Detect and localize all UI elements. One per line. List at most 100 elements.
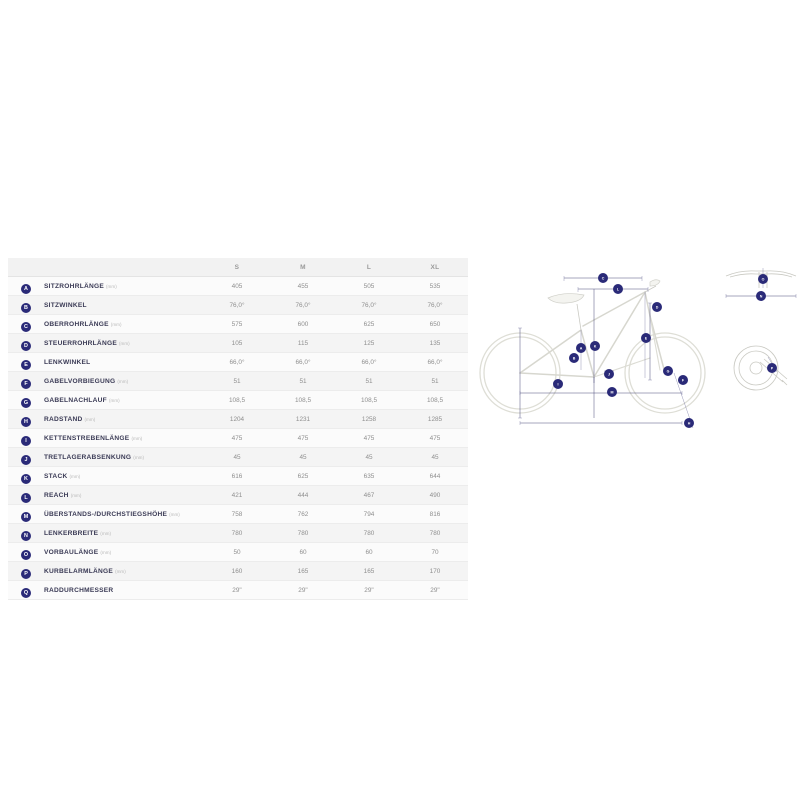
row-label-unit: (mm) <box>119 340 130 346</box>
callout-label-k: K <box>594 344 597 348</box>
cell-value: 1231 <box>270 409 336 429</box>
callout-marker-e <box>641 333 651 343</box>
row-label: GABELVORBIEGUNG (mm) <box>44 371 204 391</box>
cell-value: 644 <box>402 466 468 486</box>
row-badge-cell: G <box>8 390 44 410</box>
cell-value: 635 <box>336 466 402 486</box>
callout-label-c: C <box>602 276 605 280</box>
cell-value: 421 <box>204 485 270 505</box>
header-badge-col <box>8 258 44 277</box>
row-badge-cell: K <box>8 466 44 486</box>
cell-value: 125 <box>336 333 402 353</box>
cell-value: 135 <box>402 333 468 353</box>
cell-value: 475 <box>402 428 468 448</box>
callout-marker-a <box>576 343 586 353</box>
table-row: K STACK (mm) 616 625 635 644 <box>8 466 468 486</box>
cell-value: 66,0° <box>336 352 402 372</box>
row-badge-cell: Q <box>8 580 44 600</box>
badge-e: E <box>21 360 31 370</box>
crankset-inset: P <box>733 345 788 391</box>
badge-c: C <box>21 322 31 332</box>
cell-value: 405 <box>204 276 270 296</box>
table-row: L REACH (mm) 421 444 467 490 <box>8 485 468 505</box>
row-label-text: RADSTAND <box>44 415 83 423</box>
cell-value: 45 <box>204 447 270 467</box>
callout-marker-m <box>607 387 617 397</box>
row-badge-cell: H <box>8 409 44 429</box>
row-label-text: TRETLAGERABSENKUNG <box>44 453 132 461</box>
geometry-table: S M L XL A SITZROHRLÄNGE (mm) 405 455 505 535 B… <box>8 258 468 600</box>
row-badge-cell: B <box>8 295 44 315</box>
row-label-text: KURBELARMLÄNGE <box>44 567 114 575</box>
row-label-text: GABELNACHLAUF <box>44 396 107 404</box>
cell-value: 575 <box>204 314 270 334</box>
cell-value: 170 <box>402 561 468 581</box>
badge-l: L <box>21 493 31 503</box>
cell-value: 505 <box>336 276 402 296</box>
cell-value: 780 <box>336 523 402 543</box>
row-badge-cell: O <box>8 542 44 562</box>
row-label-unit: (mm) <box>70 492 82 498</box>
cell-value: 76,0° <box>204 295 270 315</box>
badge-g: G <box>21 398 31 408</box>
badge-j: J <box>21 455 31 465</box>
cell-value: 108,5 <box>336 390 402 410</box>
cell-value: 535 <box>402 276 468 296</box>
badge-i: I <box>21 436 31 446</box>
callout-label-d: D <box>656 305 659 309</box>
cell-value: 600 <box>270 314 336 334</box>
header-size-m: M <box>270 258 336 277</box>
table-row: G GABELNACHLAUF (mm) 108,5 108,5 108,5 108,5 <box>8 390 468 410</box>
cell-value: 816 <box>402 504 468 524</box>
row-label: VORBAULÄNGE (mm) <box>44 542 204 562</box>
badge-b: B <box>21 303 31 313</box>
row-label-text: ÜBERSTANDS-/DURCHSTIEGSHÖHE <box>44 510 168 518</box>
callout-marker-b <box>569 353 579 363</box>
table-row: C OBERROHRLÄNGE (mm) 575 600 625 650 <box>8 314 468 334</box>
cell-value: 108,5 <box>402 390 468 410</box>
row-label-text: SITZWINKEL <box>44 301 87 309</box>
callout-marker-d <box>652 302 662 312</box>
row-label-unit: (mm) <box>106 283 117 289</box>
row-label: KURBELARMLÄNGE (mm) <box>44 561 204 581</box>
cell-value: 758 <box>204 504 270 524</box>
cell-value: 160 <box>204 561 270 581</box>
row-label: OBERROHRLÄNGE (mm) <box>44 314 204 334</box>
cell-value: 165 <box>270 561 336 581</box>
row-label: RADSTAND (mm) <box>44 409 204 429</box>
cell-value: 115 <box>270 333 336 353</box>
cell-value: 60 <box>270 542 336 562</box>
cell-value: 60 <box>336 542 402 562</box>
callout-label-e: E <box>645 336 648 340</box>
header-size-s: S <box>204 258 270 277</box>
badge-h: H <box>21 417 31 427</box>
table-row: D STEUERROHRLÄNGE (mm) 105 115 125 135 <box>8 333 468 353</box>
row-label-text: OBERROHRLÄNGE <box>44 320 109 328</box>
row-label-text: RADDURCHMESSER <box>44 586 114 594</box>
cell-value: 66,0° <box>270 352 336 372</box>
table-row: M ÜBERSTANDS-/DURCHSTIEGSHÖHE (mm) 758 762 79… <box>8 504 468 524</box>
cell-value: 108,5 <box>204 390 270 410</box>
table-row: Q RADDURCHMESSER 29" 29" 29" 29" <box>8 580 468 600</box>
cell-value: 45 <box>270 447 336 467</box>
callout-marker-f <box>678 375 688 385</box>
handlebar-inset: O N <box>725 268 797 301</box>
cell-value: 762 <box>270 504 336 524</box>
cell-value: 1285 <box>402 409 468 429</box>
cell-value: 794 <box>336 504 402 524</box>
cell-value: 70 <box>402 542 468 562</box>
callout-N: N <box>760 294 763 298</box>
row-badge-cell: C <box>8 314 44 334</box>
row-badge-cell: N <box>8 523 44 543</box>
row-badge-cell: M <box>8 504 44 524</box>
cell-value: 66,0° <box>402 352 468 372</box>
header-label-col <box>44 258 204 277</box>
row-badge-cell: J <box>8 447 44 467</box>
diagram-callouts: C L D E A K B J G F I M H <box>553 273 694 428</box>
header-size-xl: XL <box>402 258 468 277</box>
row-label-text: REACH <box>44 491 69 499</box>
row-label: GABELNACHLAUF (mm) <box>44 390 204 410</box>
cell-value: 490 <box>402 485 468 505</box>
cell-value: 29" <box>336 580 402 600</box>
